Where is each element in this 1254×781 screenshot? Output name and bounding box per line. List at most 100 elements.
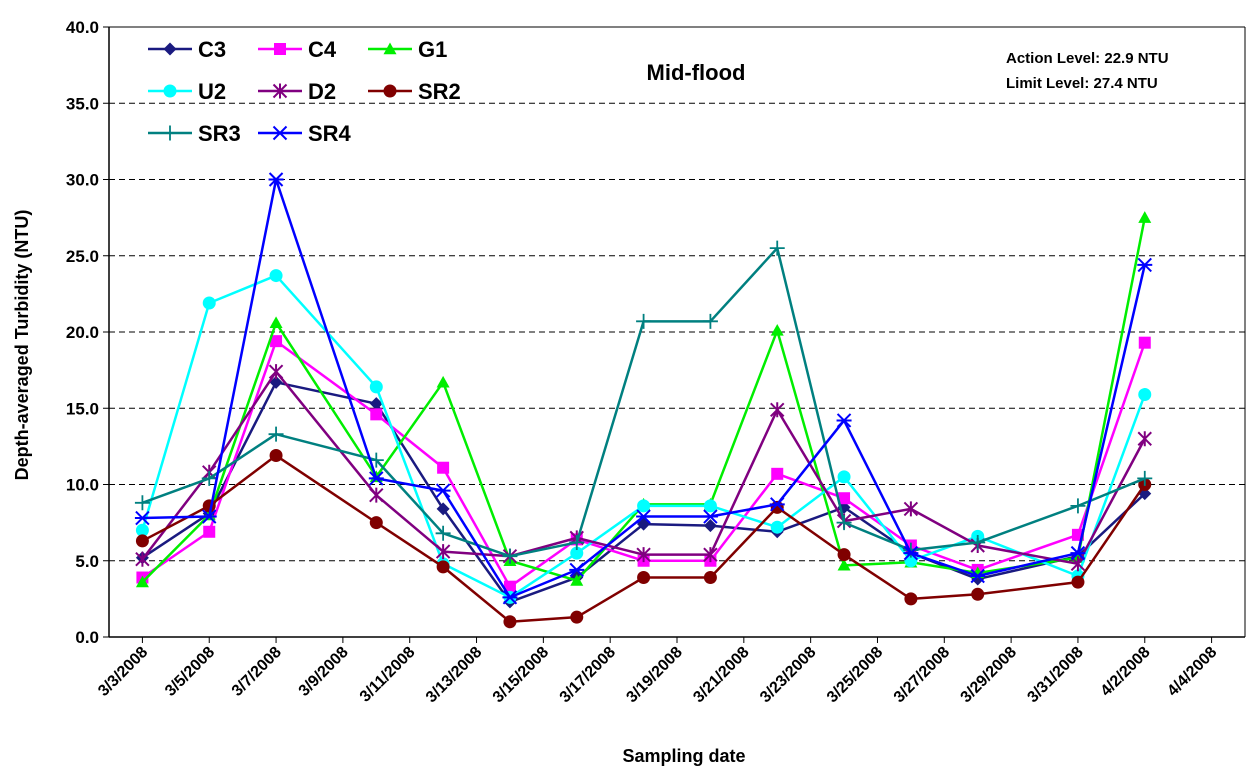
data-point-d2 (1137, 431, 1152, 447)
data-point-sr3 (769, 240, 785, 256)
series-g1 (135, 211, 1152, 588)
data-point-u2 (202, 296, 216, 310)
data-point-d2 (903, 501, 919, 517)
x-axis-label: Sampling date (622, 746, 745, 766)
data-point-sr3 (836, 515, 852, 531)
series-d2 (135, 364, 1152, 572)
data-point-sr4 (435, 483, 451, 498)
data-point-g1 (135, 575, 149, 588)
y-tick-label: 15.0 (66, 399, 99, 418)
data-point-sr4 (702, 509, 718, 524)
legend-label: C3 (198, 37, 226, 62)
data-point-sr4 (1070, 545, 1086, 561)
data-point-sr3 (1070, 498, 1086, 514)
data-point-sr3 (569, 534, 585, 550)
data-point-g1 (1138, 211, 1152, 223)
legend-label: SR2 (418, 79, 461, 104)
y-tick-label: 30.0 (66, 171, 99, 190)
series-sr4 (134, 172, 1153, 605)
data-point-c4 (1138, 336, 1151, 349)
data-point-sr4 (903, 545, 919, 561)
data-point-g1 (269, 316, 283, 329)
gridlines (109, 102, 1245, 562)
y-tick-label: 10.0 (66, 476, 99, 495)
legend-marker (163, 84, 177, 98)
data-point-sr2 (971, 587, 985, 601)
legend-marker (272, 125, 288, 141)
series-line-sr4 (142, 178, 1146, 599)
data-point-d2 (636, 547, 651, 563)
data-point-c3 (369, 397, 383, 411)
data-point-c4 (771, 467, 784, 480)
legend-label: G1 (418, 37, 447, 62)
data-point-c3 (436, 502, 450, 516)
data-point-g1 (570, 574, 584, 586)
data-point-sr4 (769, 497, 785, 512)
series-group (134, 172, 1153, 629)
axes: 0.0 5.0 10.0 15.0 20.0 25.0 30.0 35.0 40.0 3/3/20… (66, 18, 1246, 706)
x-tick-label: 3/3/2008 (95, 644, 151, 700)
legend-marker (162, 125, 178, 141)
x-tick-label: 3/27/2008 (891, 644, 953, 706)
legend-item-c3: C3 (148, 37, 226, 62)
data-point-sr2 (135, 534, 149, 548)
legend-item-g1: G1 (368, 37, 447, 62)
data-point-sr4 (1137, 257, 1153, 273)
data-point-c3 (269, 375, 283, 389)
data-point-c4 (838, 492, 851, 505)
data-point-sr2 (503, 615, 517, 629)
data-point-u2 (703, 499, 717, 513)
data-point-sr3 (1137, 470, 1153, 486)
data-point-sr2 (904, 592, 918, 606)
x-tick-label: 3/5/2008 (162, 644, 218, 700)
data-point-sr3 (636, 313, 652, 329)
data-point-sr3 (201, 470, 217, 486)
x-tick-label: 3/9/2008 (296, 644, 352, 700)
data-point-d2 (268, 364, 284, 380)
x-tick-label: 3/17/2008 (557, 644, 619, 706)
data-point-sr4 (368, 471, 384, 486)
data-point-sr3 (970, 534, 986, 550)
data-point-u2 (637, 499, 651, 513)
data-point-sr2 (570, 610, 584, 624)
data-point-sr4 (502, 590, 518, 605)
legend-item-sr2: SR2 (368, 79, 461, 104)
data-point-sr2 (269, 449, 283, 463)
data-point-sr4 (201, 509, 217, 524)
data-point-sr2 (436, 560, 450, 574)
data-point-u2 (269, 269, 283, 283)
series-sr3 (134, 240, 1153, 564)
data-point-sr2 (637, 571, 651, 585)
data-point-d2 (703, 547, 718, 563)
data-point-sr3 (502, 548, 518, 564)
data-point-u2 (570, 546, 584, 560)
data-point-u2 (369, 380, 383, 394)
data-point-c4 (270, 335, 283, 348)
data-point-c4 (437, 461, 450, 474)
data-point-d2 (435, 544, 451, 560)
legend-item-sr3: SR3 (148, 121, 241, 146)
data-point-sr2 (837, 548, 851, 562)
data-point-sr2 (1071, 575, 1085, 589)
data-point-d2 (1070, 556, 1086, 572)
legend-item-u2: U2 (148, 79, 226, 104)
x-tick-label: 3/11/2008 (357, 644, 419, 706)
legend-label: C4 (308, 37, 337, 62)
data-point-sr3 (903, 542, 919, 558)
y-tick-label: 40.0 (66, 18, 99, 37)
data-point-sr4 (970, 568, 986, 584)
x-tick-label: 3/23/2008 (757, 644, 819, 706)
y-tick-label: 20.0 (66, 323, 99, 342)
y-tick-label: 0.0 (75, 628, 99, 647)
data-point-d2 (135, 551, 150, 567)
series-line-sr2 (141, 454, 1146, 623)
data-point-u2 (837, 470, 851, 484)
x-tick-label: 3/15/2008 (490, 644, 552, 706)
legend-label: U2 (198, 79, 226, 104)
legend-item-d2: D2 (258, 79, 336, 104)
data-point-sr4 (636, 509, 652, 524)
series-line-c3 (141, 381, 1146, 604)
legend-item-c4: C4 (258, 37, 337, 62)
data-point-sr3 (435, 525, 451, 541)
